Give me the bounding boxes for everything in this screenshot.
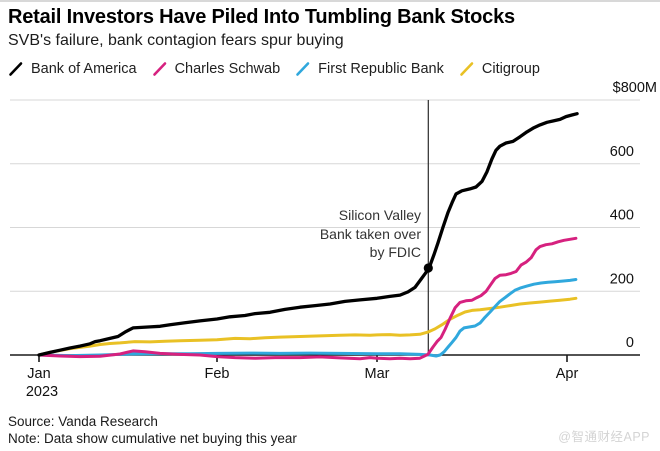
legend-slash-icon (152, 62, 166, 76)
y-axis-tick-label: 400 (610, 208, 634, 224)
y-axis-tick-label: 200 (610, 271, 634, 287)
source-credit: Source: Vanda Research (8, 414, 158, 429)
x-axis-tick-label: Apr (556, 366, 579, 382)
series-line-bank-of-america (37, 112, 579, 357)
legend-slash-icon-line (460, 62, 474, 76)
legend-label: Citigroup (481, 61, 540, 77)
event-annotation-line: by FDIC (369, 244, 421, 260)
y-axis-tick-label: 0 (626, 335, 634, 351)
footnote: Note: Data show cumulative net buying th… (8, 431, 297, 446)
legend-label: First Republic Bank (318, 61, 444, 77)
legend-label: Bank of America (31, 61, 137, 77)
legend-slash-icon-line (296, 62, 310, 76)
y-axis-tick-label: 600 (610, 144, 634, 160)
legend-item: Bank of America (8, 61, 137, 77)
legend-item: Citigroup (459, 61, 540, 77)
legend-label: Charles Schwab (174, 61, 281, 77)
series-line-charles-schwab (37, 236, 578, 361)
x-axis-tick-label: Feb (205, 366, 230, 382)
x-axis-tick-label: Jan (27, 366, 50, 382)
chart-legend: Bank of America Charles Schwab First Repub… (8, 59, 540, 79)
legend-item: Charles Schwab (152, 61, 281, 77)
legend-item: First Republic Bank (295, 61, 444, 77)
event-marker-dot (423, 263, 433, 273)
event-annotation-line: Bank taken over (319, 225, 421, 242)
watermark: @智通财经APP (558, 430, 650, 444)
chart-subtitle: SVB's failure, bank contagion fears spur… (8, 32, 344, 49)
x-axis-year-label: 2023 (26, 384, 58, 400)
top-divider (0, 0, 660, 2)
legend-slash-icon (9, 62, 23, 76)
y-axis-tick-label: $800M (613, 80, 657, 96)
series-line-citigroup (37, 296, 578, 357)
chart-title: Retail Investors Have Piled Into Tumblin… (8, 6, 515, 28)
legend-slash-icon (296, 62, 310, 76)
series-line-first-republic (37, 278, 578, 358)
legend-slash-icon-line (9, 62, 23, 76)
event-annotation-line: Silicon Valley (338, 207, 421, 223)
x-axis-tick-label: Mar (365, 366, 390, 382)
legend-slash-icon (460, 62, 474, 76)
legend-slash-icon-line (152, 62, 166, 76)
event-annotation: Silicon Valley Bank taken over by FDIC (231, 206, 421, 262)
